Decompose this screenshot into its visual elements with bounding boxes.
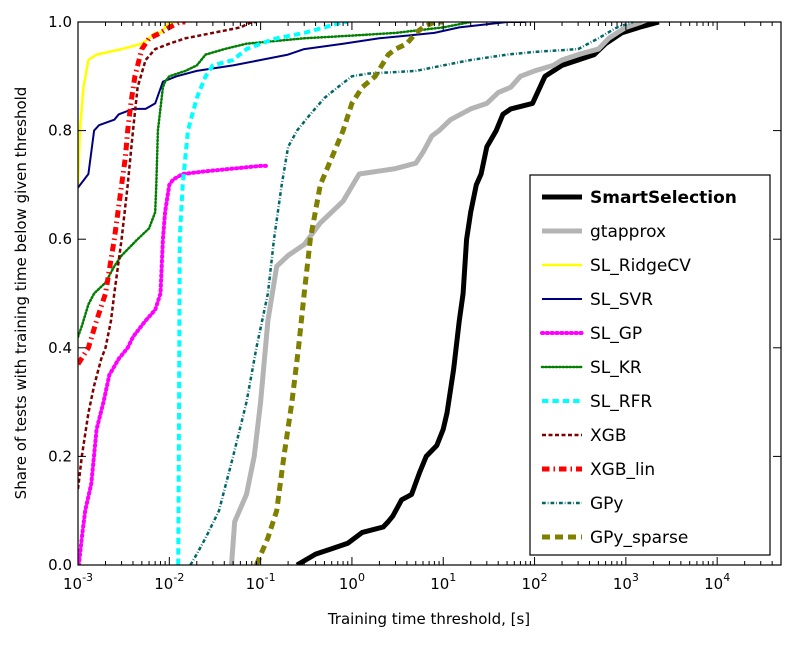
x-tick-label: 102	[522, 571, 548, 593]
legend-label: SL_GP	[590, 324, 642, 344]
legend-label: XGB	[590, 426, 626, 446]
y-tick-label: 0.0	[48, 556, 72, 574]
legend-label: SL_RFR	[590, 392, 652, 412]
y-tick-label: 0.6	[48, 230, 72, 248]
series-line-gpy-sparse	[254, 22, 444, 565]
series-line-gpy	[189, 22, 634, 565]
legend-label: SL_KR	[590, 358, 642, 378]
y-tick-label: 1.0	[48, 13, 72, 31]
legend-label: GPy	[590, 494, 624, 514]
series-line-sl-svr	[78, 22, 526, 189]
series-line-sl-rfr	[176, 22, 348, 565]
series-line-sl-ridgecv	[78, 22, 177, 185]
legend: SmartSelection gtapprox SL_RidgeCV SL_SVR SL…	[529, 174, 771, 556]
x-axis: 10-3 10-2 10-1 100 101 102 103 104	[63, 22, 782, 593]
y-tick-label: 0.4	[48, 339, 72, 357]
legend-box	[529, 174, 771, 556]
series-layer	[78, 22, 660, 565]
x-tick-label: 101	[430, 571, 456, 593]
legend-label: SL_RidgeCV	[590, 256, 691, 276]
legend-label: GPy_sparse	[590, 528, 688, 548]
y-axis: 0.0 0.2 0.4 0.6 0.8 1.0	[48, 13, 781, 574]
x-tick-label: 104	[704, 571, 730, 593]
x-tick-label: 103	[613, 571, 639, 593]
series-line-gtapprox	[229, 22, 643, 565]
series-line-sl-gp	[78, 163, 270, 565]
series-line-smartselection	[295, 22, 660, 565]
legend-label: gtapprox	[590, 222, 666, 242]
y-tick-label: 0.2	[48, 447, 72, 465]
x-tick-label: 10-1	[246, 571, 276, 593]
x-tick-label: 10-3	[63, 571, 93, 593]
y-axis-label: Share of tests with training time below …	[12, 87, 30, 500]
legend-label: XGB_lin	[590, 460, 655, 480]
legend-label: SmartSelection	[590, 188, 737, 208]
x-tick-label: 10-2	[154, 571, 184, 593]
x-axis-label: Training time threshold, [s]	[327, 610, 530, 628]
x-tick-label: 100	[339, 571, 365, 593]
y-tick-label: 0.8	[48, 122, 72, 140]
legend-label: SL_SVR	[590, 290, 653, 310]
